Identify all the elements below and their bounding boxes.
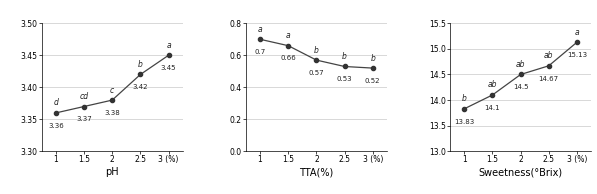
Text: cd: cd: [79, 92, 88, 101]
Text: 14.5: 14.5: [513, 84, 528, 90]
Text: 14.67: 14.67: [538, 75, 559, 81]
Text: ab: ab: [544, 51, 553, 60]
Text: 3.36: 3.36: [48, 123, 64, 129]
Text: b: b: [314, 46, 319, 55]
Text: 3.38: 3.38: [104, 110, 120, 116]
Text: 0.7: 0.7: [254, 49, 266, 55]
Text: a: a: [258, 25, 263, 34]
Text: 13.83: 13.83: [454, 119, 475, 125]
Text: 14.1: 14.1: [485, 105, 500, 111]
Text: 15.13: 15.13: [567, 52, 587, 58]
Text: 3.37: 3.37: [76, 116, 92, 122]
Text: b: b: [370, 54, 375, 62]
Text: d: d: [54, 98, 59, 107]
Text: b: b: [462, 94, 467, 103]
Text: a: a: [286, 31, 291, 40]
Text: 0.66: 0.66: [281, 55, 296, 61]
Text: 0.52: 0.52: [365, 78, 380, 84]
Text: b: b: [342, 52, 347, 61]
X-axis label: TTA(%): TTA(%): [299, 167, 334, 177]
Text: c: c: [110, 86, 115, 94]
Text: 3.45: 3.45: [161, 65, 176, 71]
Text: 0.57: 0.57: [309, 70, 324, 76]
Text: ab: ab: [488, 81, 497, 89]
Text: a: a: [166, 41, 171, 50]
Text: 3.42: 3.42: [133, 84, 148, 90]
X-axis label: pH: pH: [106, 167, 119, 177]
Text: ab: ab: [516, 60, 525, 69]
Text: a: a: [575, 28, 579, 37]
X-axis label: Sweetness(°Brix): Sweetness(°Brix): [479, 167, 563, 177]
Text: b: b: [138, 60, 143, 69]
Text: 0.53: 0.53: [337, 76, 352, 82]
